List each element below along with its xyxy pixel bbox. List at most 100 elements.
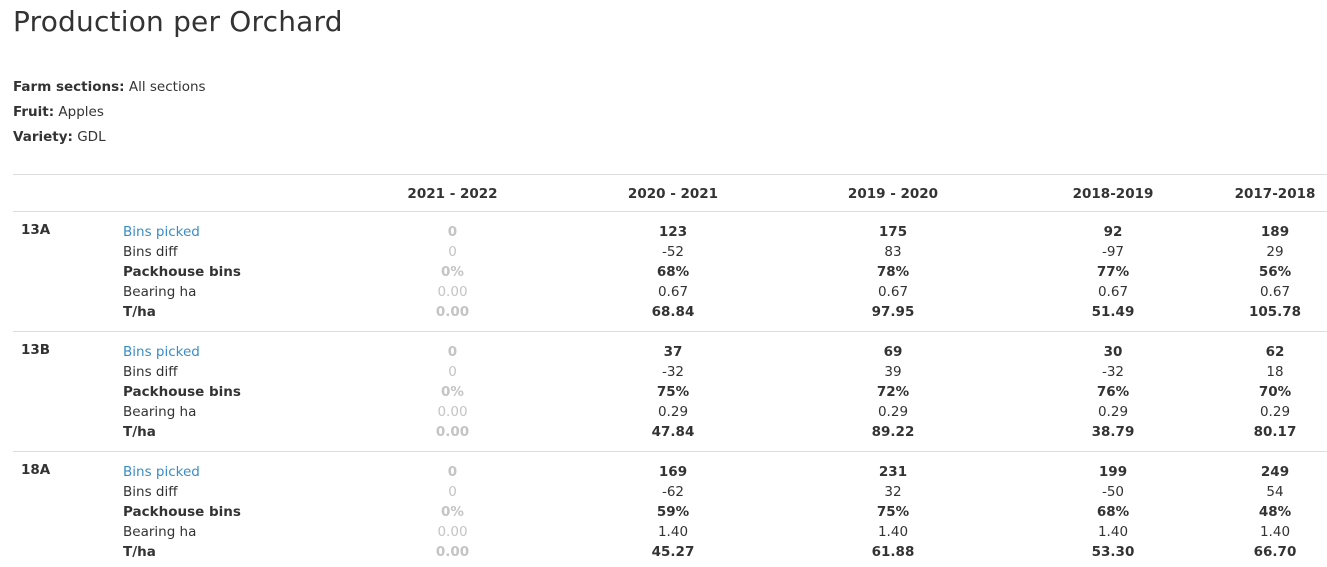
cell-value: 199 (1098, 464, 1128, 480)
cell-value: 80.17 (1253, 424, 1297, 440)
metric-label: T/ha (123, 304, 156, 320)
cell-value: 66.70 (1253, 544, 1297, 560)
cell-value: 76% (1096, 384, 1130, 400)
cell-value: 175 (878, 224, 908, 240)
metric-label: Bearing ha (123, 404, 197, 420)
orchard-name: 13A (13, 211, 123, 332)
season-values: 30 -32 76% 0.29 38.79 (1003, 331, 1223, 452)
cell-value: 0.00 (435, 544, 470, 560)
cell-value: 0.29 (1259, 404, 1291, 420)
production-table: 2021 - 2022 2020 - 2021 2019 - 2020 2018… (13, 174, 1327, 567)
cell-value: 0.29 (657, 404, 689, 420)
cell-value: 0.00 (437, 404, 468, 420)
cell-value: 1.40 (1259, 524, 1291, 540)
cell-value: 169 (658, 464, 688, 480)
cell-value: 75% (656, 384, 690, 400)
cell-value: 30 (1103, 344, 1123, 360)
cell-value: 97.95 (871, 304, 915, 320)
cell-value: 45.27 (651, 544, 695, 560)
metric-label: Bins diff (123, 364, 178, 380)
cell-value: 78% (876, 264, 910, 280)
cell-value: 75% (876, 504, 910, 520)
cell-value: 18 (1266, 364, 1284, 380)
cell-value: 1.40 (877, 524, 909, 540)
orchard-name: 18A (13, 451, 123, 567)
season-values: 249 54 48% 1.40 66.70 (1223, 451, 1327, 567)
cell-value: 0.29 (877, 404, 909, 420)
cell-value: 0.00 (435, 424, 470, 440)
cell-value: 0% (441, 384, 464, 400)
cell-value: 0 (447, 224, 458, 240)
cell-value: -97 (1101, 244, 1125, 260)
metric-label: Bins diff (123, 244, 178, 260)
orchard-row: 18A Bins picked Bins diff Packhouse bins Bea… (13, 451, 1327, 567)
cell-value: -62 (661, 484, 685, 500)
season-values: 189 29 56% 0.67 105.78 (1223, 211, 1327, 332)
cell-value: -32 (1101, 364, 1125, 380)
season-values: 169 -62 59% 1.40 45.27 (563, 451, 783, 567)
season-values: 69 39 72% 0.29 89.22 (783, 331, 1003, 452)
cell-value: 0 (448, 244, 457, 260)
filter-value: GDL (77, 129, 106, 145)
cell-value: 37 (663, 344, 683, 360)
metric-labels: Bins picked Bins diff Packhouse bins Bearin… (123, 211, 342, 332)
header-season: 2018-2019 (1003, 174, 1223, 212)
season-values: 199 -50 68% 1.40 53.30 (1003, 451, 1223, 567)
cell-value: -32 (661, 364, 685, 380)
page-title: Production per Orchard (13, 5, 343, 38)
cell-value: 0 (448, 364, 457, 380)
metric-label: Bearing ha (123, 524, 197, 540)
cell-value: 54 (1266, 484, 1284, 500)
cell-value: 47.84 (651, 424, 695, 440)
cell-value: 72% (876, 384, 910, 400)
season-values: 0 0 0% 0.00 0.00 (342, 451, 563, 567)
metric-label: Packhouse bins (123, 384, 241, 400)
cell-value: 0.29 (1097, 404, 1129, 420)
header-season: 2017-2018 (1223, 174, 1327, 212)
filter-summary: Farm sections: All sections Fruit: Apple… (13, 78, 206, 153)
filter-label: Fruit: (13, 104, 55, 120)
metric-label: Packhouse bins (123, 264, 241, 280)
cell-value: 53.30 (1091, 544, 1135, 560)
header-season: 2021 - 2022 (342, 174, 563, 212)
cell-value: 0.67 (877, 284, 909, 300)
orchard-row: 13B Bins picked Bins diff Packhouse bins Bea… (13, 331, 1327, 452)
cell-value: 1.40 (1097, 524, 1129, 540)
metric-label: T/ha (123, 544, 156, 560)
cell-value: -52 (661, 244, 685, 260)
cell-value: 68% (1096, 504, 1130, 520)
cell-value: 69 (883, 344, 903, 360)
table-header-row: 2021 - 2022 2020 - 2021 2019 - 2020 2018… (13, 174, 1327, 212)
cell-value: 0.67 (657, 284, 689, 300)
filter-value: Apples (58, 104, 104, 120)
production-table-wrapper: 2021 - 2022 2020 - 2021 2019 - 2020 2018… (13, 174, 1327, 567)
season-values: 92 -97 77% 0.67 51.49 (1003, 211, 1223, 332)
metric-labels: Bins picked Bins diff Packhouse bins Bearin… (123, 451, 342, 567)
metric-label: T/ha (123, 424, 156, 440)
bins-picked-link[interactable]: Bins picked (123, 344, 200, 360)
bins-picked-link[interactable]: Bins picked (123, 224, 200, 240)
cell-value: 62 (1265, 344, 1285, 360)
cell-value: 48% (1258, 504, 1292, 520)
filter-variety: Variety: GDL (13, 128, 206, 153)
cell-value: 0.00 (437, 284, 468, 300)
cell-value: 0 (447, 464, 458, 480)
cell-value: 0.00 (435, 304, 470, 320)
metric-label: Bearing ha (123, 284, 197, 300)
cell-value: 70% (1258, 384, 1292, 400)
cell-value: 56% (1258, 264, 1292, 280)
season-values: 123 -52 68% 0.67 68.84 (563, 211, 783, 332)
cell-value: 68.84 (651, 304, 695, 320)
cell-value: 0.67 (1097, 284, 1129, 300)
cell-value: 0 (447, 344, 458, 360)
cell-value: 249 (1260, 464, 1290, 480)
cell-value: 51.49 (1091, 304, 1135, 320)
cell-value: 0 (448, 484, 457, 500)
season-values: 231 32 75% 1.40 61.88 (783, 451, 1003, 567)
header-season: 2020 - 2021 (563, 174, 783, 212)
cell-value: 1.40 (657, 524, 689, 540)
cell-value: 0.00 (437, 524, 468, 540)
header-season: 2019 - 2020 (783, 174, 1003, 212)
bins-picked-link[interactable]: Bins picked (123, 464, 200, 480)
orchard-row: 13A Bins picked Bins diff Packhouse bins Bea… (13, 211, 1327, 332)
